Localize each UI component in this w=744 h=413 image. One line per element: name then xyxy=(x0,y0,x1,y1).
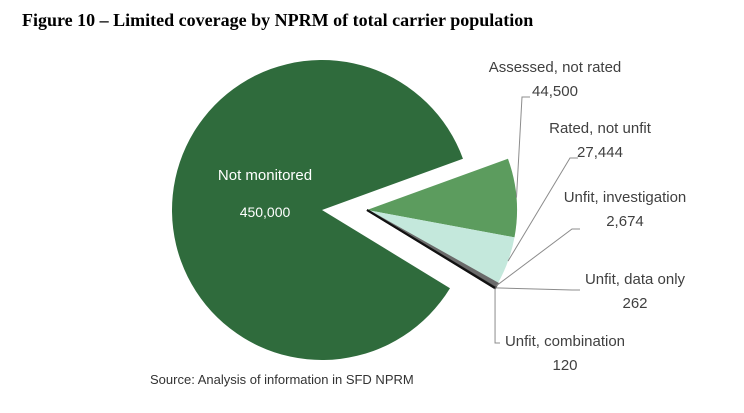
slice-label: Unfit, combination xyxy=(504,333,626,350)
slice-value: 27,444 xyxy=(577,144,623,161)
slice-label: Rated, not unfit xyxy=(549,120,651,137)
pie-slice xyxy=(367,210,515,284)
pie-slice xyxy=(172,59,463,360)
slice-value: 2,674 xyxy=(606,213,644,230)
slice-label: Not monitored xyxy=(217,167,313,184)
leader-line xyxy=(515,96,530,198)
slice-value: 262 xyxy=(622,295,648,312)
slice-value: 120 xyxy=(552,357,578,374)
leader-line xyxy=(495,287,580,291)
slice-label: Assessed, not rated xyxy=(488,59,622,76)
leader-line xyxy=(496,228,580,286)
pie-slice xyxy=(367,158,518,238)
leader-line xyxy=(494,288,500,344)
slice-label: Unfit, data only xyxy=(584,271,686,288)
chart-title: Figure 10 – Limited coverage by NPRM of … xyxy=(22,10,534,30)
slice-value: 450,000 xyxy=(239,204,291,220)
leader-line xyxy=(507,157,578,262)
slice-label: Unfit, investigation xyxy=(563,189,687,206)
slice-value: 44,500 xyxy=(532,83,578,100)
source-note: Source: Analysis of information in SFD N… xyxy=(150,372,414,387)
